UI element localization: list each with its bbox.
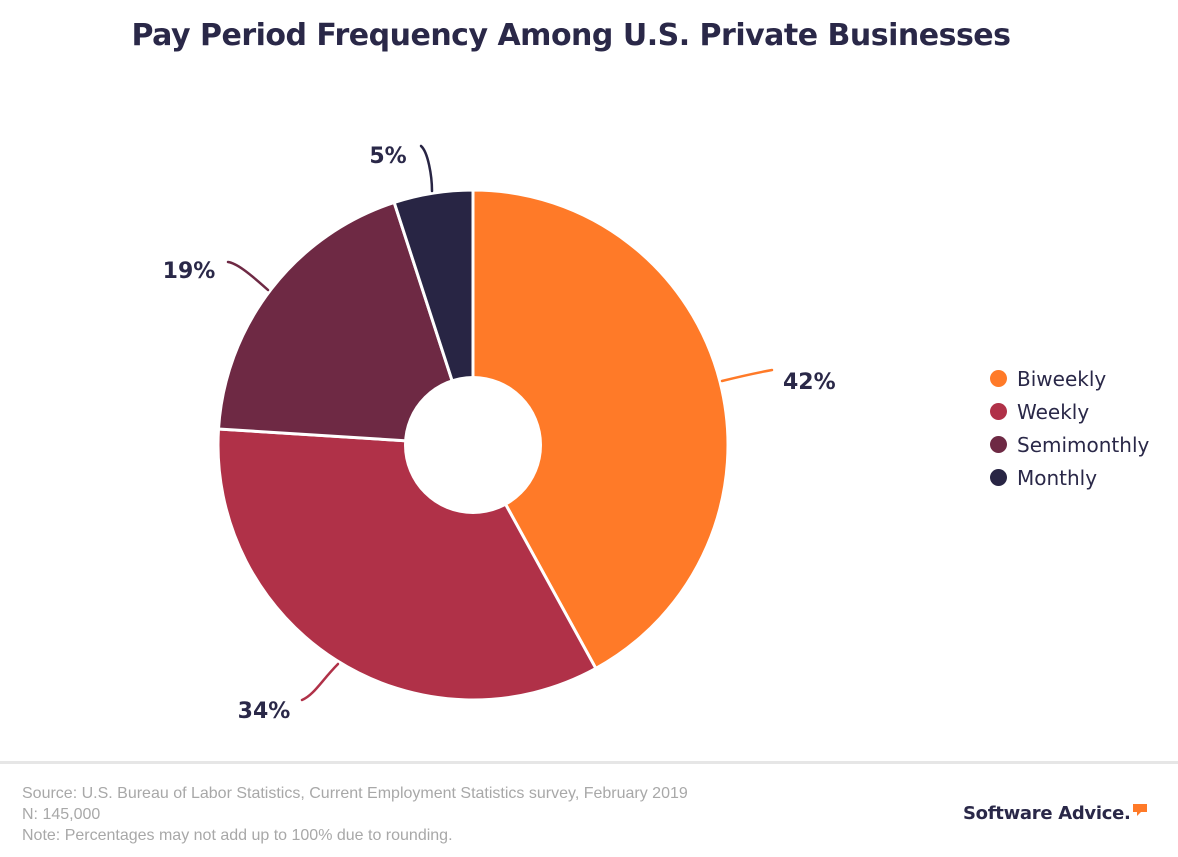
legend-item-weekly: Weekly (990, 395, 1149, 428)
legend-label-semimonthly: Semimonthly (1017, 432, 1150, 457)
legend-label-monthly: Monthly (1017, 465, 1098, 490)
rounding-note: Note: Percentages may not add up to 100%… (22, 827, 453, 844)
legend-item-monthly: Monthly (990, 461, 1149, 494)
data-labels-group: 42% 34% 19% 5% (163, 144, 836, 724)
data-label-monthly: 5% (369, 144, 406, 169)
data-label-semimonthly: 19% (163, 259, 216, 284)
donut-hole (404, 376, 542, 514)
brand-name: Software Advice. (963, 803, 1131, 824)
speech-bubble-icon (1132, 804, 1147, 816)
legend-item-biweekly: Biweekly (990, 362, 1149, 395)
leader-line-semimonthly (226, 260, 270, 292)
footer-divider (0, 761, 1178, 764)
legend-label-biweekly: Biweekly (1017, 366, 1107, 391)
slice-biweekly (471, 188, 730, 670)
leader-line-biweekly (720, 368, 774, 383)
legend-swatch-monthly (990, 469, 1007, 486)
legend-item-semimonthly: Semimonthly (990, 428, 1149, 461)
slice-semimonthly (217, 200, 475, 447)
slices-group (216, 188, 730, 702)
leader-line-weekly (300, 662, 340, 702)
sample-size-note: N: 145,000 (22, 806, 101, 823)
legend-swatch-semimonthly (990, 436, 1007, 453)
legend-swatch-biweekly (990, 370, 1007, 387)
source-note: Source: U.S. Bureau of Labor Statistics,… (22, 785, 688, 802)
donut-chart: 42% 34% 19% 5% (163, 144, 836, 724)
brand-logo: Software Advice. (963, 803, 1148, 824)
chart-title: Pay Period Frequency Among U.S. Private … (131, 18, 1011, 53)
data-label-biweekly: 42% (783, 370, 836, 395)
legend: Biweekly Weekly Semimonthly Monthly (990, 362, 1149, 494)
data-label-weekly: 34% (238, 699, 291, 724)
leader-line-monthly (419, 144, 434, 193)
footnotes: Source: U.S. Bureau of Labor Statistics,… (22, 783, 688, 846)
leader-lines-group (226, 144, 774, 702)
legend-label-weekly: Weekly (1017, 399, 1090, 424)
legend-swatch-weekly (990, 403, 1007, 420)
